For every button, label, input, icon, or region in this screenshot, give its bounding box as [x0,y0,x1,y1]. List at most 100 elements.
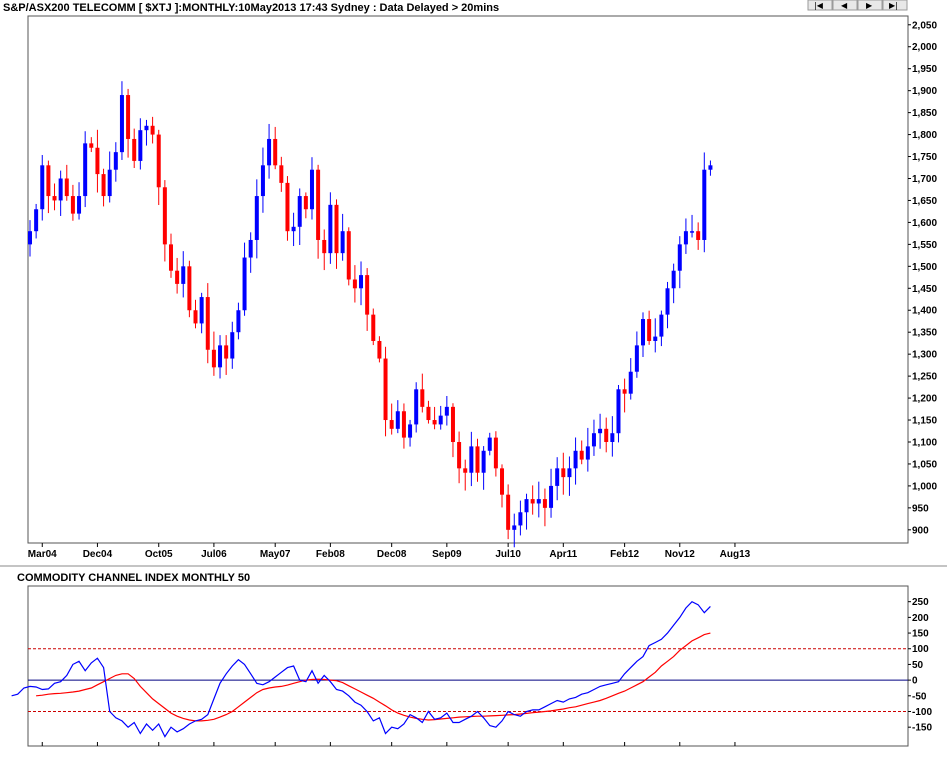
candle-body [101,174,106,197]
candle-body [518,512,523,526]
candle-body [500,468,505,495]
x-tick-label: Aug13 [720,549,751,560]
candle-body [181,266,186,284]
candle-body [591,433,596,447]
candle-body [702,169,707,240]
y-tick-label: 1,250 [912,372,937,383]
candle-body [530,499,535,504]
candle-body [604,428,609,442]
x-tick-label: Mar04 [28,549,57,560]
cci-signal-line [36,632,711,722]
candle-body [524,499,529,513]
candle-body [438,415,443,425]
candle-body [230,332,235,359]
candle-body [677,244,682,271]
candle-body [260,165,265,197]
y-tick-label: 1,000 [912,481,937,492]
y-tick-label: 1,150 [912,416,937,427]
y-tick-label: 1,300 [912,350,937,361]
candle-body [334,204,339,254]
candle-body [641,319,645,346]
candle-body [285,182,290,232]
candle-body [218,345,223,368]
candle-body [549,485,554,508]
candle-body [52,196,57,201]
chart-title: S&P/ASX200 TELECOMM [ $XTJ ]:MONTHLY:10M… [3,2,499,14]
candle-body [119,95,124,153]
candle-body [579,450,584,460]
candle-body [690,231,695,233]
y-tick-label: 1,100 [912,437,937,448]
candle-body [297,196,302,227]
candle-body [414,389,419,425]
candle-body [696,231,701,240]
candlestick-series [28,81,713,548]
candle-body [28,231,32,245]
candle-body [389,420,394,429]
candle-body [187,266,192,311]
candle-body [138,130,143,161]
candle-body [536,499,541,504]
last-page-button[interactable]: ▶| [882,0,908,11]
candle-body [40,165,45,210]
candle-body [46,165,51,197]
candle-body [359,275,364,289]
candle-body [107,169,112,197]
candle-body [340,231,345,254]
candle-body [420,389,425,407]
arrow-right-icon: ▶ [866,1,873,10]
y-tick-label: 1,750 [912,152,937,163]
candle-body [95,147,100,175]
candle-body [162,187,167,245]
candle-body [383,358,388,421]
price-plot-area [27,15,909,544]
candle-body [647,319,652,341]
previous-page-button[interactable]: ◀ [832,0,858,11]
candle-body [616,389,621,434]
candle-body [671,270,676,289]
first-page-button[interactable]: |◀ [807,0,833,11]
candle-body [328,204,333,254]
candle-body [322,239,327,254]
y-tick-label: 1,700 [912,174,937,185]
candle-body [395,411,400,429]
candle-body [561,468,566,478]
y-tick-label: 900 [912,525,929,536]
y-tick-label: 1,200 [912,394,937,405]
y-tick-label: 1,450 [912,284,937,295]
candle-body [622,389,627,394]
candle-body [132,138,137,161]
candle-body [77,196,82,214]
candle-body [254,196,259,240]
indicator-y-tick-label: 200 [912,613,929,624]
y-tick-label: 1,900 [912,86,937,97]
skip-to-end-icon: ▶| [889,1,898,10]
candle-body [199,297,204,324]
y-tick-label: 1,600 [912,218,937,229]
candle-body [401,411,406,438]
indicator-y-tick-label: 50 [912,660,924,671]
candle-body [408,424,413,438]
next-page-button[interactable]: ▶ [857,0,883,11]
candle-body [175,270,180,284]
candle-body [444,406,449,416]
candle-body [481,450,486,473]
candle-body [493,437,498,469]
indicator-y-tick-label: -100 [912,707,932,718]
candle-body [352,279,357,289]
candle-body [316,169,321,240]
candle-body [211,349,216,368]
candle-body [34,209,39,232]
candle-body [598,428,603,434]
skip-to-start-icon: |◀ [814,1,824,10]
candle-body [683,231,688,245]
candle-body [168,244,173,271]
candle-body [113,152,118,170]
candle-body [487,437,492,451]
candle-body [512,525,517,530]
candle-body [365,275,370,315]
candle-body [303,196,308,210]
candle-body [628,371,633,394]
candle-body [555,468,560,486]
